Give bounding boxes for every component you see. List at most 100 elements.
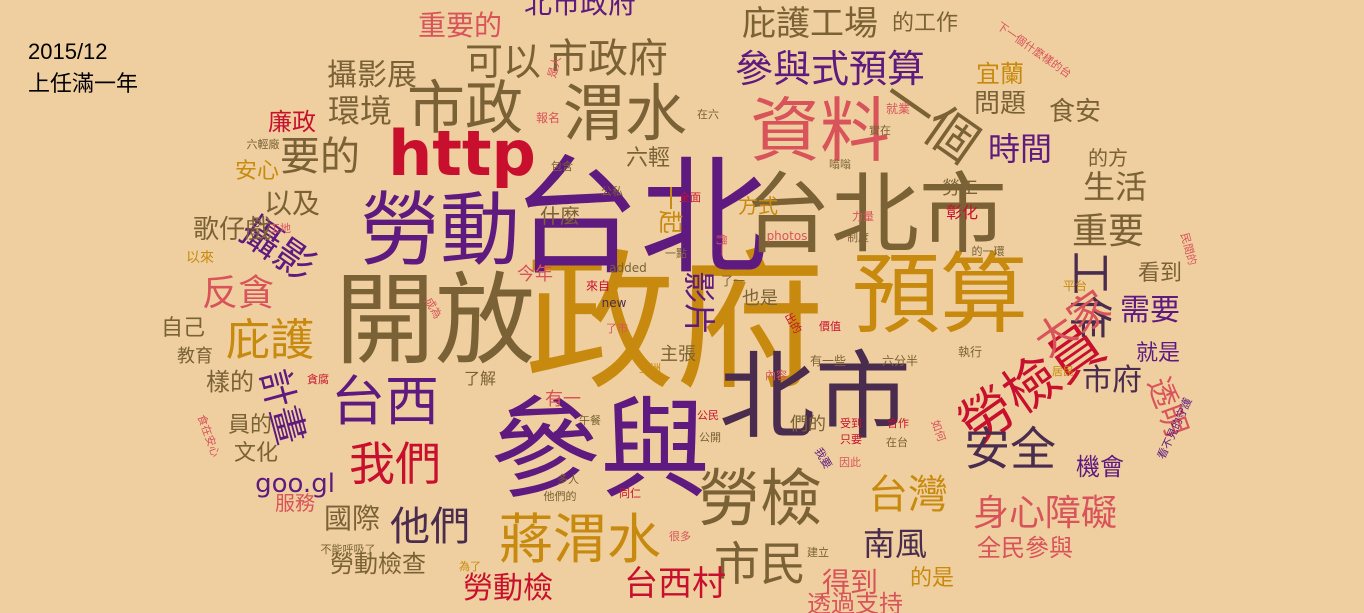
cloud-word: 如何 [928, 418, 949, 443]
cloud-word: 教育 [177, 346, 213, 367]
cloud-word: 機會 [1076, 453, 1124, 481]
cloud-word: 安心 [235, 159, 279, 184]
cloud-word: 以來 [186, 250, 214, 266]
cloud-word: 建立 [807, 545, 829, 559]
cloud-word: 勞動檢 [463, 571, 553, 606]
cloud-word: 六分半 [882, 354, 918, 368]
cloud-word: 執行 [958, 345, 982, 359]
cloud-word: 環境 [328, 92, 392, 130]
cloud-word: 北市 [719, 341, 911, 453]
cloud-word: 公開 [699, 431, 721, 444]
cloud-word: 台北 [512, 144, 768, 293]
cloud-word: 亞洲 [639, 362, 661, 375]
cloud-word: 合作 [887, 416, 909, 430]
cloud-word: 有一些 [810, 354, 846, 368]
cloud-word: 國際 [324, 502, 380, 535]
cloud-word: 文化 [234, 441, 278, 466]
cloud-word: 的工作 [892, 11, 958, 36]
cloud-word: 有一 [545, 389, 581, 410]
cloud-word: 以及 [264, 187, 320, 220]
cloud-word: 公私 [601, 185, 623, 198]
cloud-word: 生活 [1083, 168, 1147, 206]
cloud-word: 歌仔戲 [193, 215, 271, 245]
cloud-word: 員的 [228, 413, 272, 438]
cloud-word: 全面 [679, 190, 701, 204]
cloud-word: 報名 [536, 110, 560, 125]
cloud-word: 看到 [1138, 261, 1182, 286]
cloud-word: 北市政府 [524, 0, 636, 20]
cloud-word: added [609, 261, 647, 275]
cloud-word: 勞檢 [698, 462, 822, 535]
cloud-word: 政府 [525, 237, 825, 411]
cloud-word: 了市 [606, 321, 628, 335]
cloud-word: 同仁 [619, 487, 641, 500]
cloud-word: 他們的 [544, 489, 577, 503]
cloud-word: 安全 [964, 422, 1056, 476]
cloud-word: 就是 [1136, 341, 1180, 366]
cloud-word: 反貪 [202, 273, 274, 314]
cloud-word: 身心障礙 [973, 493, 1117, 534]
cloud-word: 價值 [819, 319, 841, 333]
cloud-word: 台西村 [624, 564, 726, 604]
cloud-word: goo.gl [255, 469, 335, 499]
cloud-word: 重要的 [418, 9, 502, 42]
cloud-word: 在六 [697, 108, 719, 121]
cloud-word: 來自 [586, 279, 610, 293]
cloud-word: 了一 [721, 274, 745, 288]
cloud-word: 內容 [765, 368, 787, 382]
cloud-word: 是人 [545, 55, 563, 80]
cloud-word: 也是 [742, 288, 778, 309]
cloud-word: photos [767, 229, 808, 243]
cloud-word: 只要 [840, 433, 862, 446]
cloud-word: 資料 [750, 90, 890, 172]
cloud-word: 食安 [1049, 97, 1101, 127]
cloud-word: 的方 [1088, 146, 1128, 170]
cloud-word: 台北市 [743, 163, 1007, 266]
cloud-word: 們一 [715, 234, 728, 256]
cloud-word: 了解 [464, 369, 496, 388]
cloud-word: 廉政 [268, 108, 316, 136]
cloud-word: 服務 [275, 491, 315, 515]
cloud-word: 台西 [331, 370, 439, 433]
cloud-word: 透過支持 [807, 590, 903, 613]
cloud-word: 勞工 [942, 178, 978, 199]
cloud-word: 力量 [852, 210, 874, 223]
cloud-word: 工作 [1064, 251, 1115, 339]
caption-date: 2015/12 [28, 39, 108, 64]
cloud-word: 貪腐 [307, 372, 329, 386]
cloud-word: 就業 [886, 102, 910, 116]
cloud-word: 樣的 [206, 368, 254, 396]
cloud-word: 在台 [886, 435, 908, 449]
cloud-word: 午餐 [579, 413, 601, 427]
cloud-word: 平台 [1063, 278, 1087, 293]
cloud-word: 實在 [869, 123, 891, 137]
cloud-word: 很多 [669, 529, 691, 543]
cloud-word: 他們 [390, 504, 470, 550]
cloud-word: 開放 [335, 262, 535, 379]
cloud-word: 一點 [665, 247, 687, 260]
cloud-word: 彰化 [946, 203, 978, 222]
cloud-word: 攝影展 [327, 58, 417, 93]
cloud-word: 們的 [790, 414, 826, 435]
cloud-word: 公民 [697, 409, 719, 422]
cloud-word: 多人 [557, 472, 579, 486]
cloud-word: 全民參與 [977, 534, 1073, 562]
cloud-word: 勞動 [360, 184, 520, 277]
cloud-word: 重要 [1072, 211, 1144, 252]
cloud-word: 台灣 [868, 472, 948, 518]
cloud-word: 得到 [822, 566, 878, 599]
cloud-word: 市府 [1082, 363, 1142, 398]
cloud-word: 時間 [988, 130, 1052, 168]
cloud-word: 制度 [847, 230, 869, 244]
cloud-word: 影片 [680, 271, 718, 335]
cloud-word: 自己 [161, 316, 205, 341]
cloud-word: 方式 [738, 194, 778, 218]
cloud-word: 不能呼吸了 [321, 542, 376, 556]
cloud-word: 一起 [656, 186, 684, 234]
cloud-word: 的是 [910, 566, 954, 591]
cloud-word: 主張 [660, 344, 696, 365]
cloud-word: 因此 [839, 456, 861, 469]
cloud-word: 為了 [459, 559, 481, 573]
